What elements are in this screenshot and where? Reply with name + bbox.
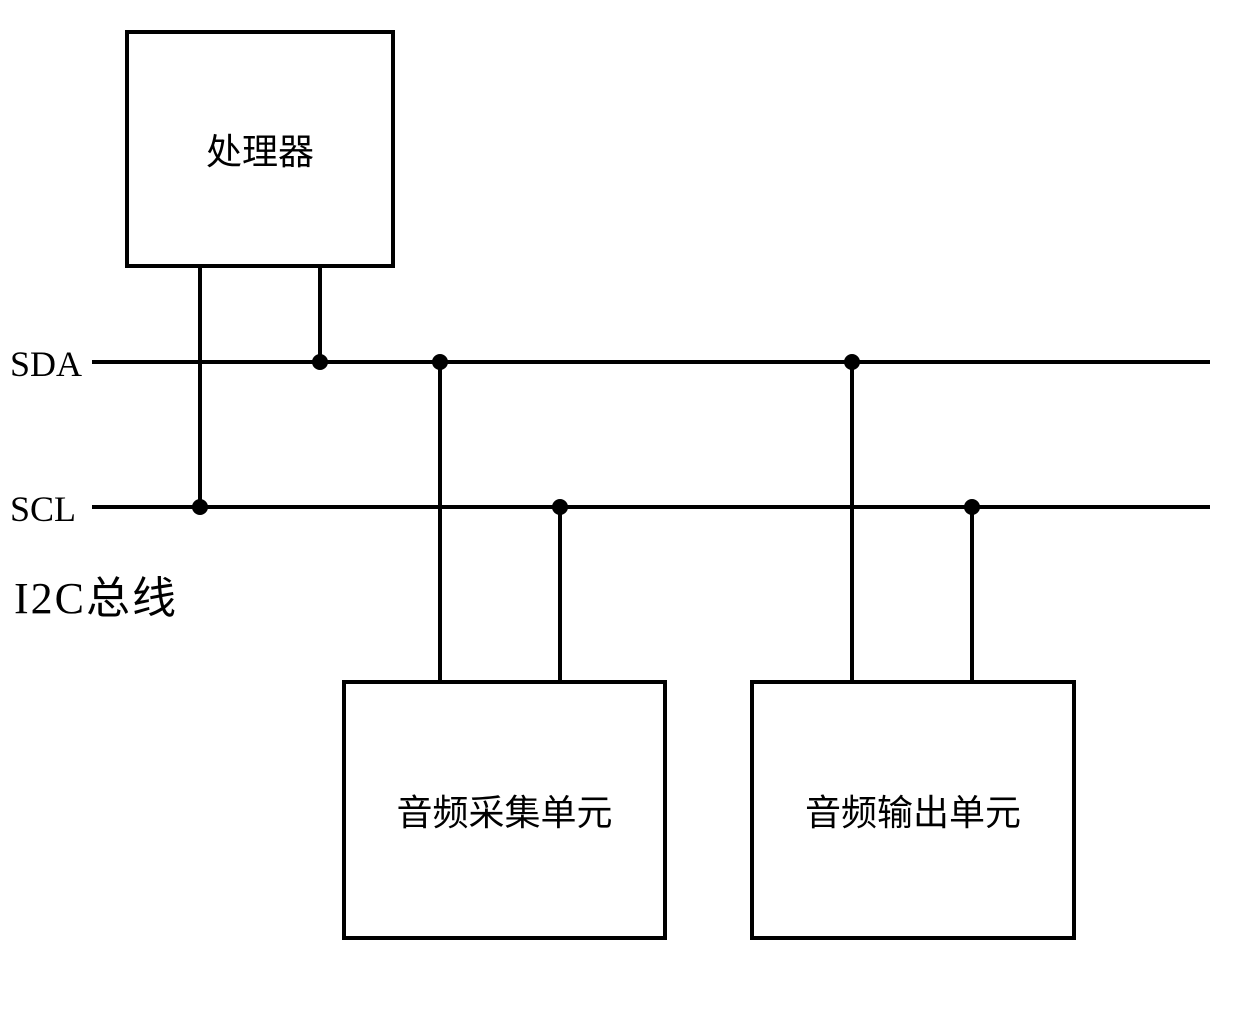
junction-dot [964,499,980,515]
proc-scl-wire [198,268,202,507]
junction-dot [552,499,568,515]
audio-output-block: 音频输出单元 [750,680,1076,940]
output-sda-wire [850,360,854,680]
scl-line [92,505,1210,509]
diagram-canvas: 处理器 SDA SCL I2C总线 音频采集单元 音频输出单元 [0,0,1240,1010]
sda-label: SDA [10,343,82,385]
junction-dot [312,354,328,370]
audio-capture-label: 音频采集单元 [396,784,612,836]
junction-dot [192,499,208,515]
bus-title: I2C总线 [14,562,178,626]
output-scl-wire [970,505,974,680]
sda-line [92,360,1210,364]
audio-capture-block: 音频采集单元 [342,680,667,940]
junction-dot [844,354,860,370]
audio-output-label: 音频输出单元 [805,784,1021,836]
processor-label: 处理器 [206,123,314,175]
junction-dot [432,354,448,370]
capture-sda-wire [438,360,442,680]
scl-label: SCL [10,488,76,530]
capture-scl-wire [558,505,562,680]
processor-block: 处理器 [125,30,395,268]
proc-sda-wire [318,268,322,362]
